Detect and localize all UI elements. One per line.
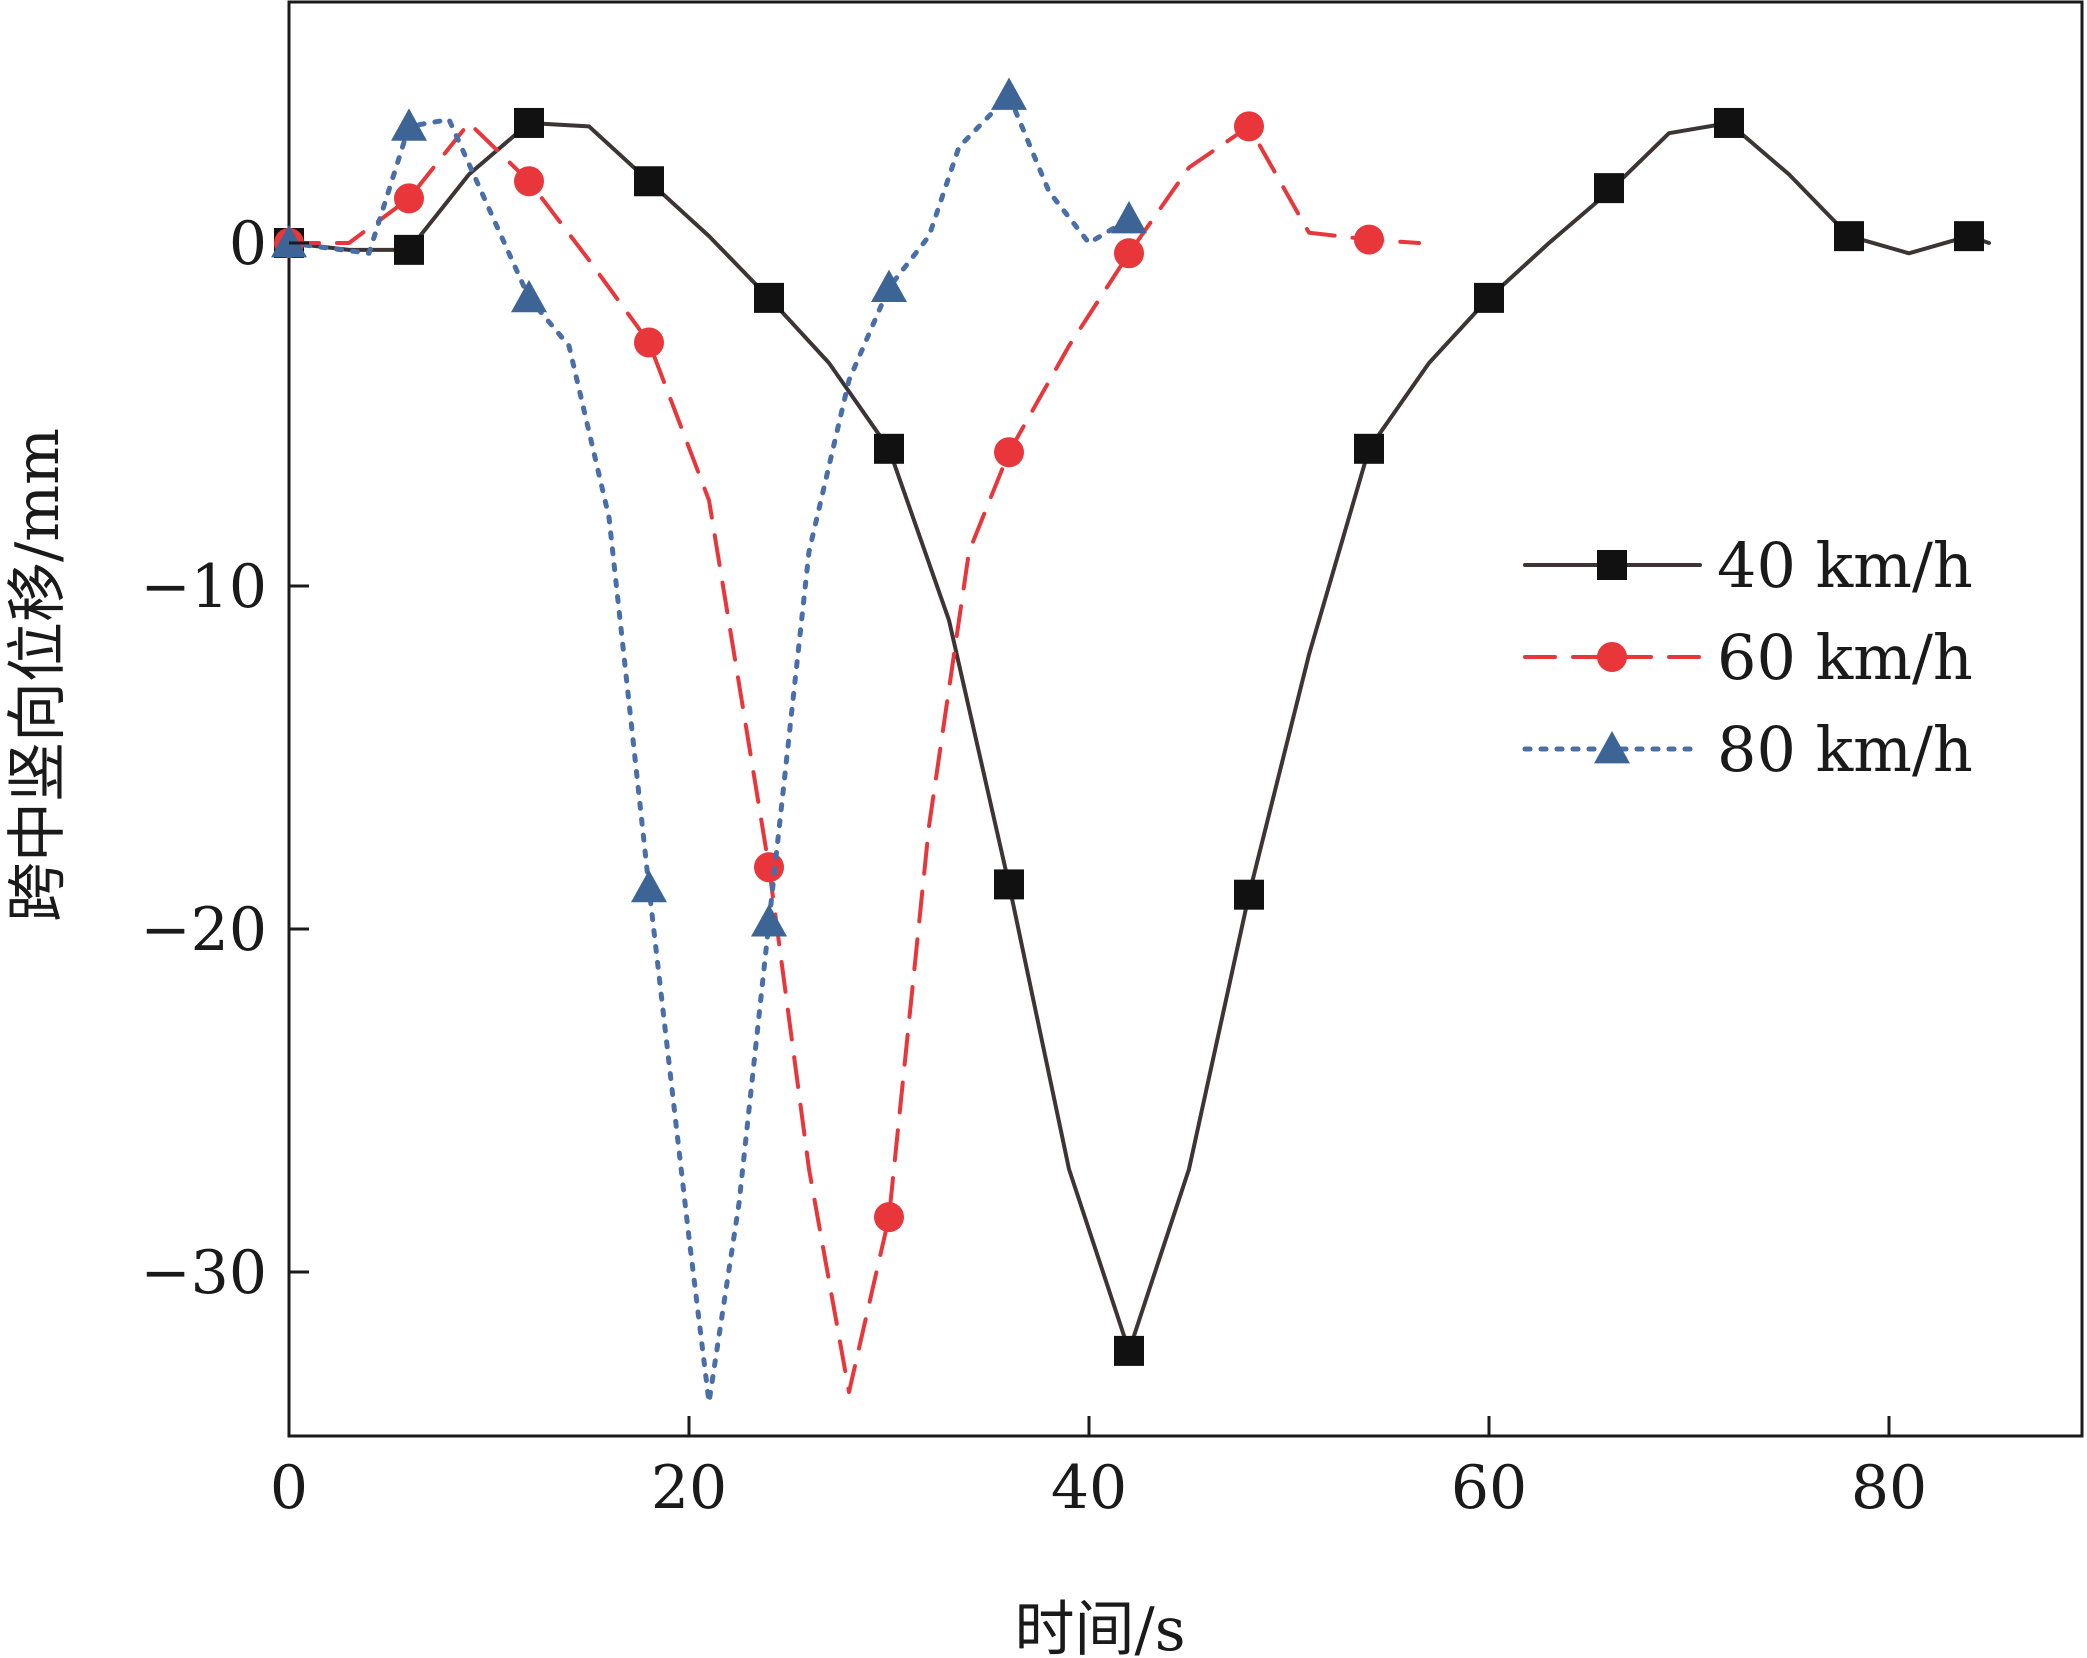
data-point [871, 269, 907, 302]
plot-frame [287, 0, 2084, 1438]
data-point [994, 869, 1024, 900]
tick-layer: 0 20 40 60 80 0 −10 −20 −30 [140, 209, 1927, 1523]
data-point [514, 166, 544, 197]
data-point [1354, 224, 1384, 255]
legend-marker [1594, 731, 1630, 764]
data-point [1114, 1335, 1144, 1366]
data-point [394, 183, 424, 214]
data-point [1594, 173, 1624, 204]
series-line [287, 121, 1421, 1394]
data-point [1234, 879, 1264, 910]
data-point [634, 327, 664, 358]
data-point [1354, 433, 1384, 464]
y-axis-title: 跨中竖向位移/mm [3, 428, 73, 922]
data-point [874, 1202, 904, 1233]
data-point [994, 437, 1024, 468]
data-point [874, 433, 904, 464]
data-point [631, 869, 667, 903]
series-layer [271, 77, 1991, 1405]
data-point [1234, 111, 1264, 142]
data-point [1714, 107, 1744, 138]
data-point [1111, 200, 1147, 234]
data-point [751, 904, 787, 937]
data-point [511, 279, 547, 313]
data-point [1474, 282, 1504, 313]
x-tick-label: 0 [270, 1453, 308, 1523]
y-tick-label: −10 [140, 552, 267, 622]
data-point [754, 852, 784, 883]
data-point [514, 107, 544, 138]
data-point [271, 225, 307, 258]
legend-label: 60 km/h [1717, 621, 1973, 694]
legend-marker [1597, 642, 1627, 672]
data-point [1834, 221, 1864, 252]
legend-label: 80 km/h [1717, 713, 1973, 786]
series-line [286, 93, 1132, 1405]
data-point [991, 77, 1027, 110]
x-tick-label: 80 [1851, 1453, 1927, 1523]
data-point [634, 166, 664, 197]
data-point [754, 282, 784, 313]
data-point [391, 108, 427, 141]
x-tick-label: 40 [1051, 1453, 1127, 1523]
data-point [394, 234, 424, 265]
legend-label: 40 km/h [1717, 529, 1973, 602]
y-tick-label: 0 [229, 209, 267, 279]
y-tick-label: −30 [140, 1238, 267, 1308]
series-2 [274, 111, 1421, 1394]
legend: 40 km/h 60 km/h 80 km/h [1522, 529, 1973, 786]
y-tick-label: −20 [140, 895, 267, 965]
data-point [1114, 238, 1144, 269]
series-3 [271, 77, 1147, 1405]
x-axis-title: 时间/s [1014, 1595, 1185, 1658]
legend-marker [1597, 550, 1627, 580]
x-tick-label: 20 [651, 1453, 727, 1523]
data-point [1954, 221, 1984, 252]
x-tick-label: 60 [1451, 1453, 1527, 1523]
